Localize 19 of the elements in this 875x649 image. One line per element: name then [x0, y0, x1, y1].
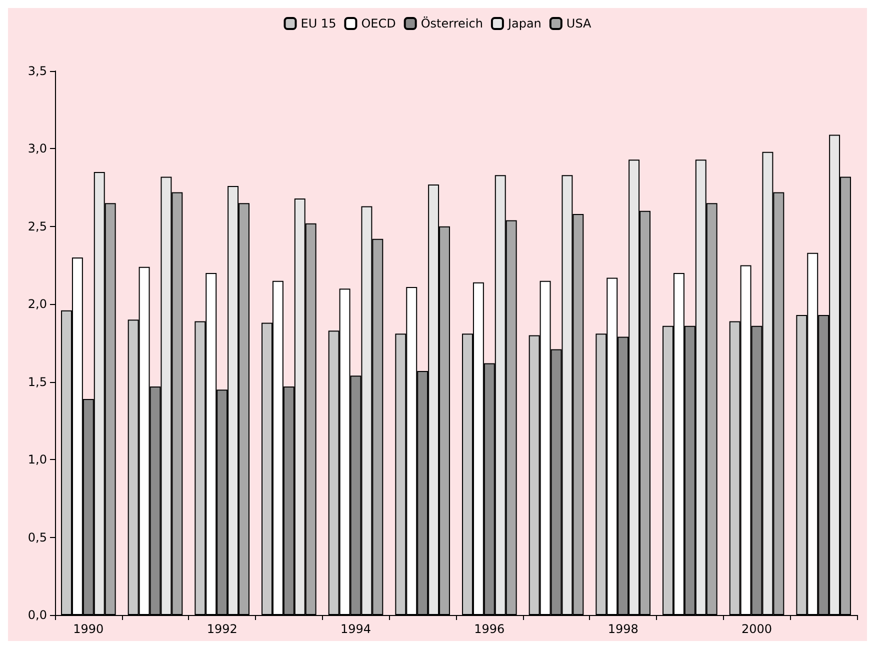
y-tick-label: 2,5 [28, 219, 47, 234]
y-tick-label: 3,5 [28, 64, 47, 78]
legend-label: Japan [506, 16, 542, 30]
legend-label: USA [566, 16, 592, 30]
legend-label: EU 15 [300, 16, 336, 30]
x-tick-label: 1994 [340, 622, 372, 636]
x-tick-label: 1996 [474, 622, 505, 636]
y-tick-label: 1,0 [28, 452, 47, 467]
y-tick-label: 0,5 [28, 530, 47, 544]
x-tick-label: 1998 [608, 622, 638, 636]
y-tick-label: 3,0 [28, 142, 47, 156]
x-tick-label: 1990 [73, 622, 104, 636]
y-tick-label: 0,0 [28, 608, 47, 622]
legend-label: OECD [361, 16, 396, 30]
x-tick-label: 1992 [206, 622, 238, 636]
y-tick-label: 2,0 [28, 297, 47, 312]
y-tick-label: 1,5 [28, 374, 47, 389]
legend-label: Österreich [420, 16, 483, 30]
x-tick-label: 2000 [741, 622, 772, 636]
